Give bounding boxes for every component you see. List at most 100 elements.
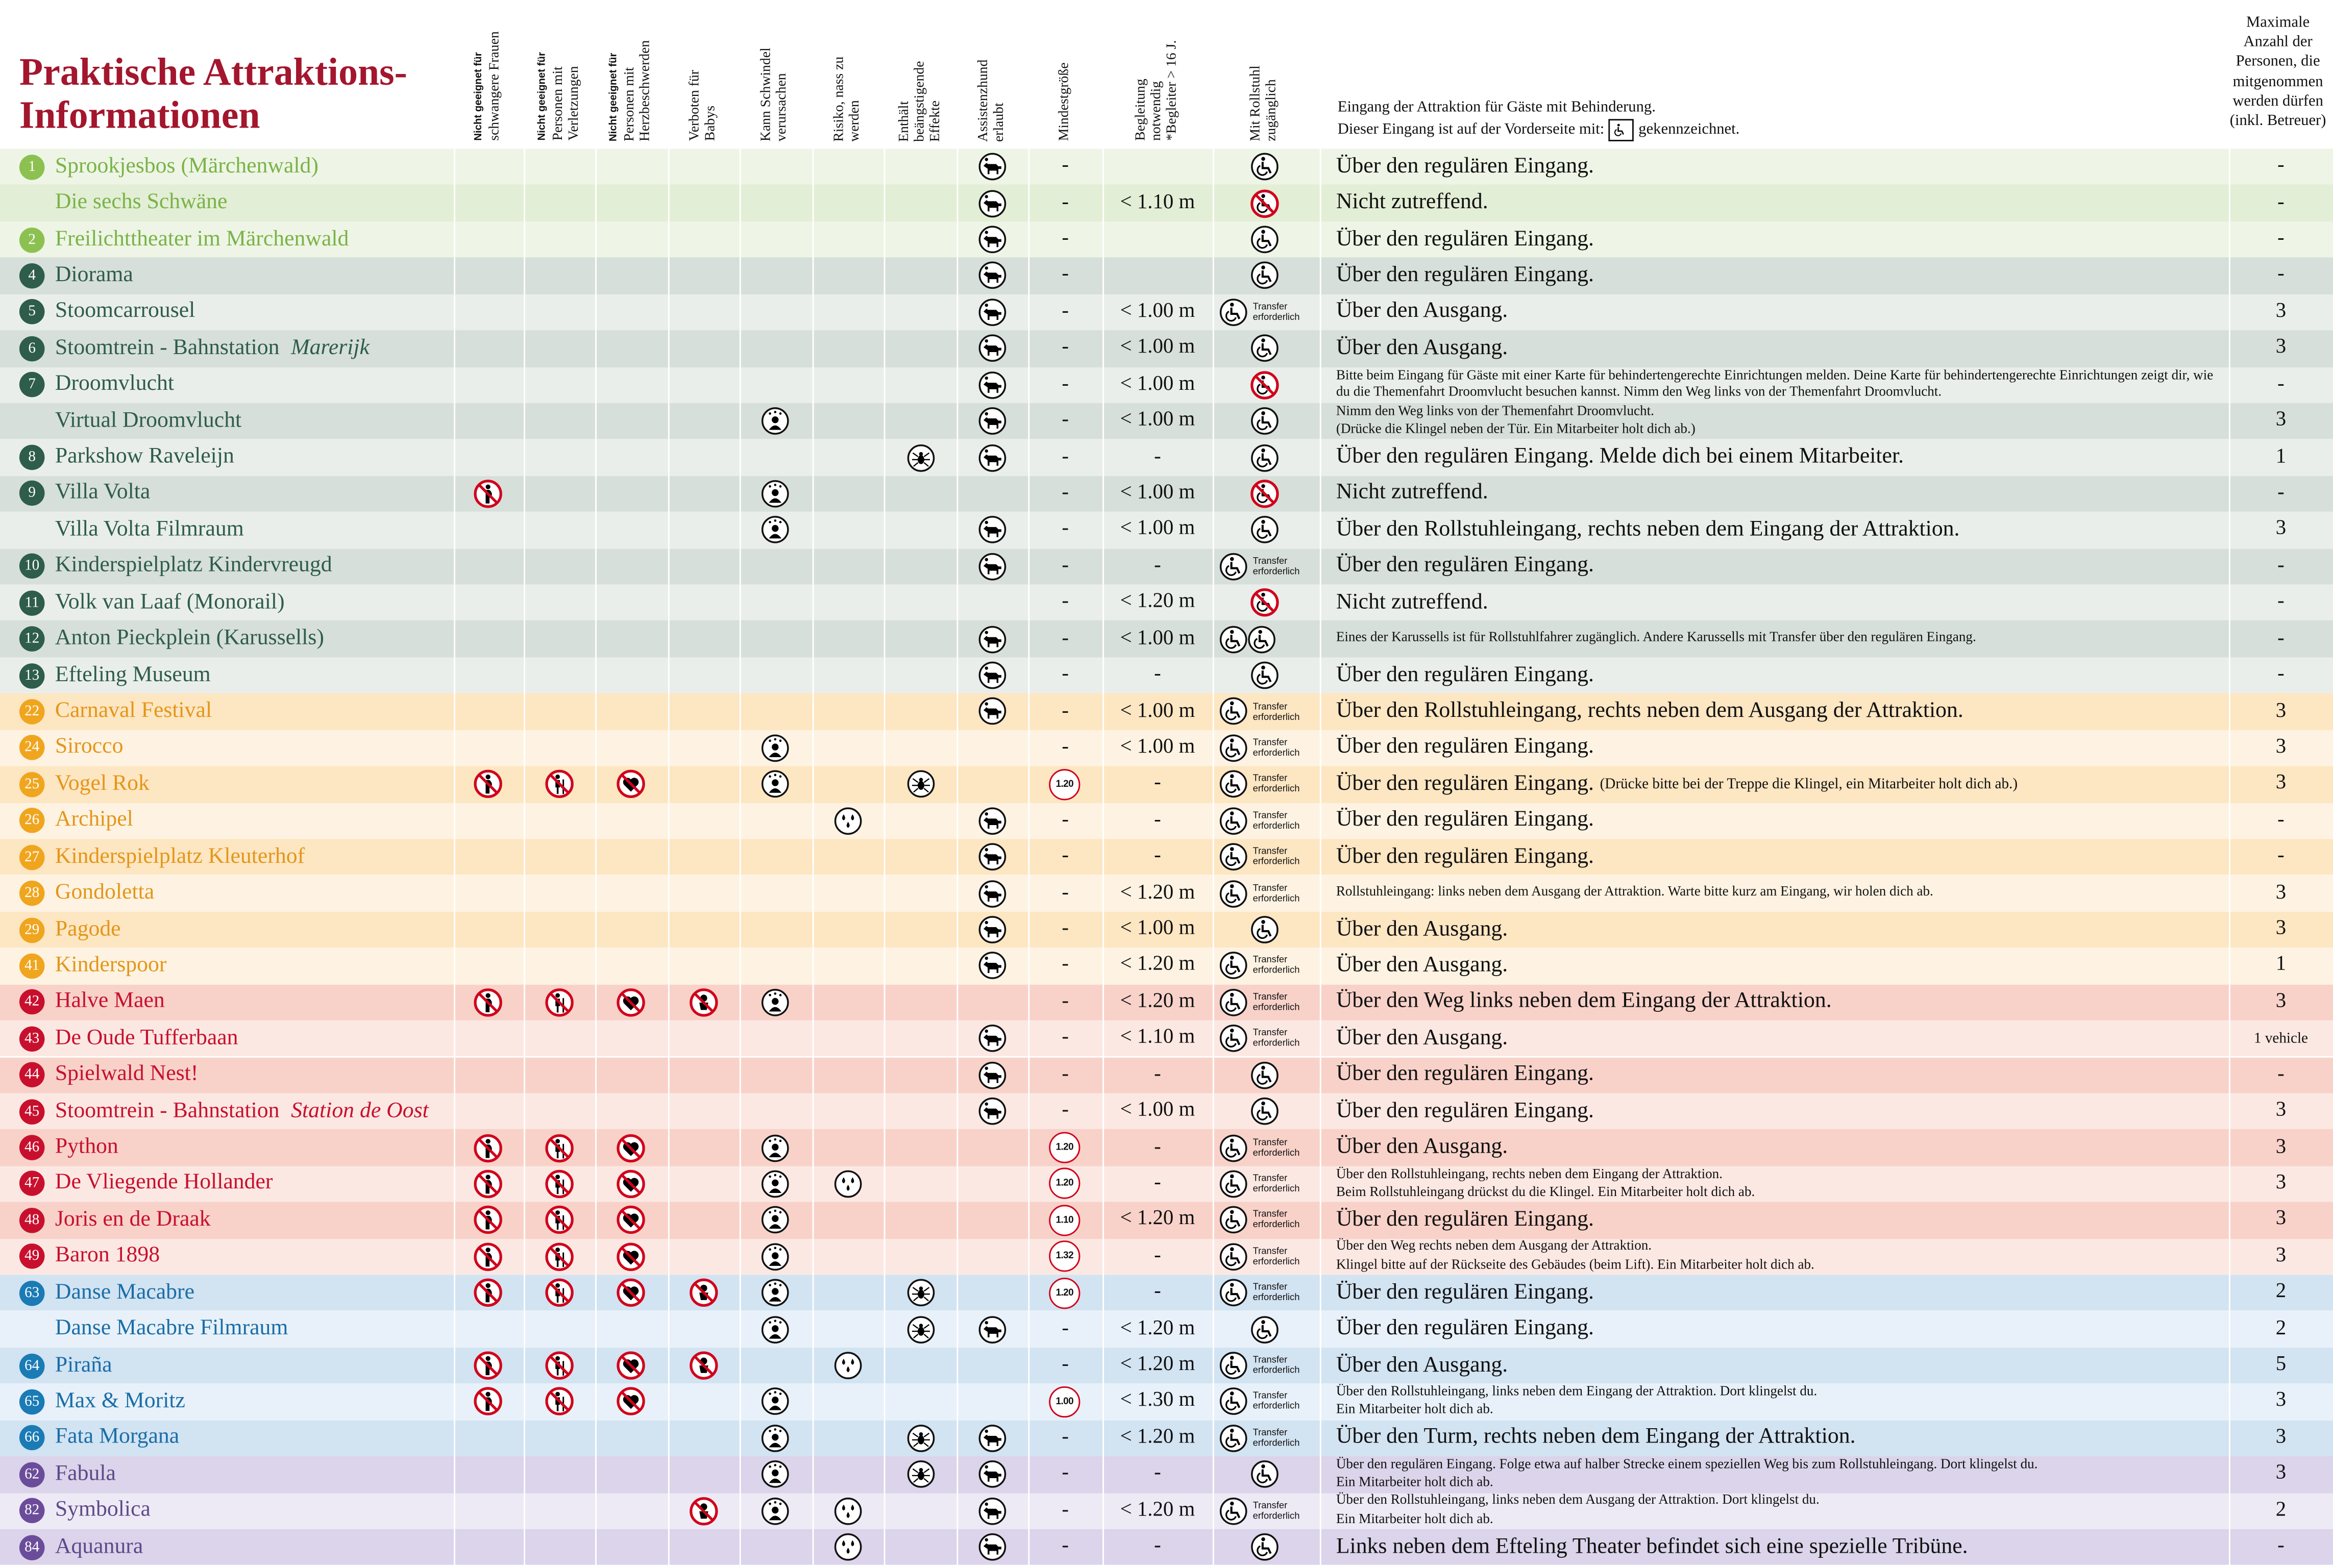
name-text: Aquanura	[55, 1534, 143, 1559]
transfer-note: Transfer erforderlich	[1253, 1391, 1300, 1412]
transfer-note: Transfer erforderlich	[1253, 1282, 1300, 1304]
row-number: 45	[19, 1099, 45, 1124]
icon-part	[1225, 710, 1237, 721]
transfer-note: Transfer erforderlich	[1253, 737, 1300, 759]
accompaniment: < 1.20 m	[1120, 1499, 1195, 1522]
row-number: 84	[19, 1534, 45, 1560]
row-number: 44	[19, 1062, 45, 1088]
icon-part	[1230, 307, 1241, 319]
entrance: Über den Ausgang.	[1336, 1130, 2229, 1166]
icon	[617, 1242, 645, 1271]
min-height-badge: 1.20	[1049, 768, 1080, 800]
icon-part	[1230, 998, 1241, 1010]
icon-part	[912, 1432, 930, 1447]
icon-part	[1230, 1428, 1234, 1433]
icon-part	[1261, 1101, 1265, 1106]
icon	[1251, 1061, 1279, 1089]
column-header: Assistenzhund erlaubt	[977, 59, 1008, 141]
accompaniment: -	[1154, 845, 1161, 868]
table-row: 9 Villa Volta - < 1.00 m Nicht zutreffend. -	[0, 476, 2333, 512]
name-text: Efteling Museum	[55, 662, 211, 687]
accompaniment: < 1.20 m	[1120, 881, 1195, 904]
transfer-note: Transfer erforderlich	[1253, 1428, 1300, 1449]
name-text: Kinderspielplatz Kleuterhof	[55, 844, 305, 868]
attraction-name: Kinderspoor	[55, 948, 167, 984]
table-row: 42 Halve Maen - < 1.20 m Transfer erforderli…	[0, 984, 2333, 1021]
icon-part	[983, 1071, 1001, 1083]
min-height: -	[1062, 917, 1069, 940]
entrance: Über den regulären Eingang.	[1336, 730, 2229, 766]
icon-part	[918, 1290, 924, 1299]
name-text: Python	[55, 1135, 118, 1159]
row-number: 46	[19, 1135, 45, 1160]
icon-part	[774, 1319, 777, 1322]
min-height: -	[1062, 1535, 1069, 1558]
entrance: Über den Ausgang.	[1336, 330, 2229, 366]
icon-part	[1257, 601, 1268, 612]
attraction-name: Piraña	[55, 1348, 112, 1384]
accompaniment: < 1.00 m	[1120, 336, 1195, 359]
icon	[1219, 298, 1247, 326]
entrance-line: Über den regulären Eingang.	[1336, 662, 1594, 687]
icon-part	[1257, 274, 1268, 285]
entrance-line: Über den Ausgang.	[1336, 1353, 1508, 1377]
icon-part	[769, 1007, 782, 1011]
min-height-badge: 1.20	[1049, 1168, 1080, 1200]
min-height: -	[1062, 1353, 1069, 1376]
entrance-line: Nicht zutreffend.	[1336, 190, 1488, 215]
icon-part	[1225, 310, 1237, 321]
entrance: Rollstuhleingang: links neben dem Ausgan…	[1336, 875, 2229, 911]
table-row: 27 Kinderspielplatz Kleuterhof - - Transfer …	[0, 839, 2333, 876]
accompaniment: < 1.00 m	[1120, 482, 1195, 505]
icon-part	[834, 1170, 862, 1198]
icon-part	[772, 489, 779, 496]
min-height-badge: 1.10	[1049, 1204, 1080, 1236]
icon-part	[485, 993, 490, 998]
name-text: Parkshow Raveleijn	[55, 444, 234, 469]
column-header: Mindestgröße	[1058, 63, 1073, 141]
icon-part	[1261, 162, 1272, 174]
column-separator	[1212, 148, 1214, 1568]
icon	[1219, 807, 1247, 835]
icon	[978, 807, 1006, 835]
icon	[1219, 988, 1247, 1016]
icon-part	[485, 1283, 490, 1288]
entrance-line: Über den Rollstuhleingang, links neben d…	[1336, 1385, 1818, 1400]
name-text: De Vliegende Hollander	[55, 1171, 273, 1196]
table-row: 4 Diorama - Über den regulären Eingang. -	[0, 258, 2333, 294]
icon-part	[769, 1333, 782, 1338]
entrance: Über den Turm, rechts neben dem Eingang …	[1336, 1420, 2229, 1456]
icon-part	[912, 1469, 930, 1483]
column-header: Begleitung notwendig *Begleiter > 16 J.	[1134, 41, 1181, 141]
icon-part	[1261, 375, 1265, 379]
entrance-line: Ein Mitarbeiter holt dich ab.	[1336, 1512, 1493, 1527]
icon-part	[919, 451, 923, 456]
icon-part	[985, 557, 988, 561]
icon-part	[1230, 992, 1234, 997]
icon-part	[769, 1429, 771, 1432]
accompaniment: < 1.00 m	[1120, 518, 1195, 541]
icon-part	[779, 412, 782, 415]
icon	[1219, 1025, 1247, 1053]
icon	[978, 843, 1006, 871]
icon-part	[1225, 1291, 1237, 1302]
icon	[1251, 407, 1279, 435]
accompaniment: < 1.00 m	[1120, 736, 1195, 759]
row-number: 41	[19, 953, 45, 979]
attraction-name: Die sechs Schwäne	[55, 185, 228, 221]
accompaniment: < 1.00 m	[1120, 627, 1195, 650]
header-line: Personen mit	[623, 67, 638, 141]
accompaniment: < 1.20 m	[1120, 1426, 1195, 1449]
icon-part	[769, 1139, 771, 1141]
icon	[761, 1242, 789, 1271]
icon-part	[1230, 779, 1241, 791]
icon	[1250, 480, 1279, 508]
icon-part	[769, 788, 782, 793]
max-persons: 2	[2275, 1499, 2287, 1522]
icon	[907, 770, 935, 799]
entrance-line: Über den regulären Eingang. Melde dich b…	[1336, 444, 1904, 469]
entrance: Über den Ausgang.	[1336, 1348, 2229, 1384]
max-persons: 3	[2275, 1135, 2287, 1158]
icon-part	[772, 1143, 779, 1150]
icon-part	[983, 1107, 1001, 1119]
